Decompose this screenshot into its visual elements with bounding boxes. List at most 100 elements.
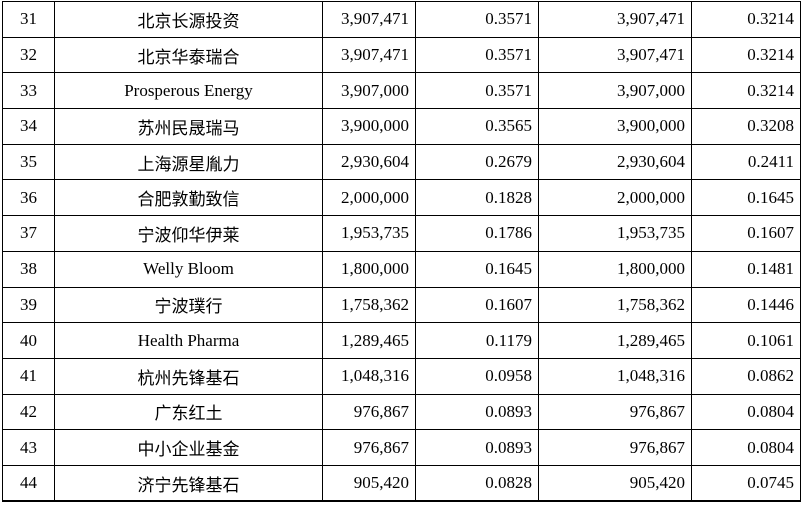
shareholder-name-cell: 杭州先锋基石 xyxy=(54,357,323,395)
shareholder-name-cell: 苏州民晟瑞马 xyxy=(54,108,323,145)
shares-after-cell: 1,800,000 xyxy=(538,250,692,288)
table-row: 37 宁波仰华伊莱 1,953,735 0.1786 1,953,735 0.1607 xyxy=(2,215,801,252)
shares-after-cell: 1,758,362 xyxy=(538,286,692,324)
table-row: 44 济宁先锋基石 905,420 0.0828 905,420 0.0745 xyxy=(2,464,801,503)
shareholder-name-cell: 宁波璞行 xyxy=(54,286,323,324)
shares-before-cell: 905,420 xyxy=(322,464,416,503)
shares-before-cell: 1,953,735 xyxy=(322,215,416,252)
shareholder-table: 31 北京长源投资 3,907,471 0.3571 3,907,471 0.3214 32… xyxy=(2,1,801,503)
row-number-cell: 36 xyxy=(2,179,55,217)
table-body: 31 北京长源投资 3,907,471 0.3571 3,907,471 0.3214 32… xyxy=(2,1,801,503)
ratio-after-cell: 0.3214 xyxy=(691,72,801,110)
shares-after-cell: 2,930,604 xyxy=(538,143,692,181)
row-number-cell: 31 xyxy=(2,1,55,38)
row-number-cell: 40 xyxy=(2,322,55,359)
row-number-cell: 43 xyxy=(2,429,55,466)
ratio-after-cell: 0.1446 xyxy=(691,286,801,324)
shares-before-cell: 1,758,362 xyxy=(322,286,416,324)
shares-after-cell: 3,907,471 xyxy=(538,36,692,74)
shareholder-name-cell: Health Pharma xyxy=(54,322,323,359)
shareholder-name-cell: 广东红土 xyxy=(54,393,323,431)
row-number-cell: 37 xyxy=(2,215,55,252)
shares-before-cell: 1,048,316 xyxy=(322,357,416,395)
table-row: 38 Welly Bloom 1,800,000 0.1645 1,800,000 0.1… xyxy=(2,250,801,288)
table-row: 35 上海源星胤力 2,930,604 0.2679 2,930,604 0.2411 xyxy=(2,143,801,181)
shareholder-name-cell: Prosperous Energy xyxy=(54,72,323,110)
ratio-after-cell: 0.1645 xyxy=(691,179,801,217)
ratio-after-cell: 0.3214 xyxy=(691,1,801,38)
ratio-after-cell: 0.0804 xyxy=(691,393,801,431)
row-number-cell: 35 xyxy=(2,143,55,181)
ratio-before-cell: 0.1645 xyxy=(415,250,539,288)
shareholder-name-cell: 北京华泰瑞合 xyxy=(54,36,323,74)
shares-before-cell: 1,800,000 xyxy=(322,250,416,288)
row-number-cell: 42 xyxy=(2,393,55,431)
shareholder-name-cell: 宁波仰华伊莱 xyxy=(54,215,323,252)
ratio-before-cell: 0.0958 xyxy=(415,357,539,395)
table-row: 31 北京长源投资 3,907,471 0.3571 3,907,471 0.3214 xyxy=(2,1,801,38)
shareholder-name-cell: 北京长源投资 xyxy=(54,1,323,38)
row-number-cell: 33 xyxy=(2,72,55,110)
shares-after-cell: 1,289,465 xyxy=(538,322,692,359)
table-row: 33 Prosperous Energy 3,907,000 0.3571 3,907,… xyxy=(2,72,801,110)
row-number-cell: 44 xyxy=(2,464,55,503)
shares-before-cell: 2,000,000 xyxy=(322,179,416,217)
ratio-after-cell: 0.1481 xyxy=(691,250,801,288)
row-number-cell: 39 xyxy=(2,286,55,324)
ratio-before-cell: 0.0828 xyxy=(415,464,539,503)
shareholder-name-cell: 上海源星胤力 xyxy=(54,143,323,181)
row-number-cell: 41 xyxy=(2,357,55,395)
table-row: 41 杭州先锋基石 1,048,316 0.0958 1,048,316 0.0862 xyxy=(2,357,801,395)
table-row: 42 广东红土 976,867 0.0893 976,867 0.0804 xyxy=(2,393,801,431)
shares-after-cell: 905,420 xyxy=(538,464,692,503)
shares-after-cell: 1,048,316 xyxy=(538,357,692,395)
shares-before-cell: 976,867 xyxy=(322,429,416,466)
ratio-after-cell: 0.0804 xyxy=(691,429,801,466)
table-row: 34 苏州民晟瑞马 3,900,000 0.3565 3,900,000 0.3208 xyxy=(2,108,801,145)
ratio-after-cell: 0.0745 xyxy=(691,464,801,503)
shares-before-cell: 2,930,604 xyxy=(322,143,416,181)
ratio-before-cell: 0.1179 xyxy=(415,322,539,359)
shares-before-cell: 976,867 xyxy=(322,393,416,431)
ratio-before-cell: 0.2679 xyxy=(415,143,539,181)
shareholder-name-cell: Welly Bloom xyxy=(54,250,323,288)
shareholder-name-cell: 合肥敦勤致信 xyxy=(54,179,323,217)
ratio-before-cell: 0.3571 xyxy=(415,72,539,110)
table-row: 40 Health Pharma 1,289,465 0.1179 1,289,465 0… xyxy=(2,322,801,359)
ratio-before-cell: 0.3571 xyxy=(415,1,539,38)
ratio-before-cell: 0.3565 xyxy=(415,108,539,145)
shares-after-cell: 3,907,471 xyxy=(538,1,692,38)
shares-after-cell: 2,000,000 xyxy=(538,179,692,217)
row-number-cell: 38 xyxy=(2,250,55,288)
shares-after-cell: 3,907,000 xyxy=(538,72,692,110)
shares-before-cell: 1,289,465 xyxy=(322,322,416,359)
ratio-before-cell: 0.1786 xyxy=(415,215,539,252)
ratio-after-cell: 0.1061 xyxy=(691,322,801,359)
ratio-before-cell: 0.3571 xyxy=(415,36,539,74)
shares-before-cell: 3,900,000 xyxy=(322,108,416,145)
table-row: 39 宁波璞行 1,758,362 0.1607 1,758,362 0.1446 xyxy=(2,286,801,324)
ratio-after-cell: 0.3208 xyxy=(691,108,801,145)
row-number-cell: 34 xyxy=(2,108,55,145)
shares-before-cell: 3,907,471 xyxy=(322,36,416,74)
table-row: 36 合肥敦勤致信 2,000,000 0.1828 2,000,000 0.1645 xyxy=(2,179,801,217)
ratio-after-cell: 0.0862 xyxy=(691,357,801,395)
shares-before-cell: 3,907,471 xyxy=(322,1,416,38)
ratio-before-cell: 0.0893 xyxy=(415,393,539,431)
ratio-after-cell: 0.3214 xyxy=(691,36,801,74)
shares-after-cell: 976,867 xyxy=(538,393,692,431)
ratio-before-cell: 0.0893 xyxy=(415,429,539,466)
shares-after-cell: 1,953,735 xyxy=(538,215,692,252)
ratio-after-cell: 0.2411 xyxy=(691,143,801,181)
row-number-cell: 32 xyxy=(2,36,55,74)
table-row: 32 北京华泰瑞合 3,907,471 0.3571 3,907,471 0.3214 xyxy=(2,36,801,74)
ratio-before-cell: 0.1828 xyxy=(415,179,539,217)
ratio-after-cell: 0.1607 xyxy=(691,215,801,252)
table-row: 43 中小企业基金 976,867 0.0893 976,867 0.0804 xyxy=(2,429,801,466)
shares-after-cell: 3,900,000 xyxy=(538,108,692,145)
shares-after-cell: 976,867 xyxy=(538,429,692,466)
shareholder-name-cell: 济宁先锋基石 xyxy=(54,464,323,503)
shares-before-cell: 3,907,000 xyxy=(322,72,416,110)
shareholder-name-cell: 中小企业基金 xyxy=(54,429,323,466)
ratio-before-cell: 0.1607 xyxy=(415,286,539,324)
